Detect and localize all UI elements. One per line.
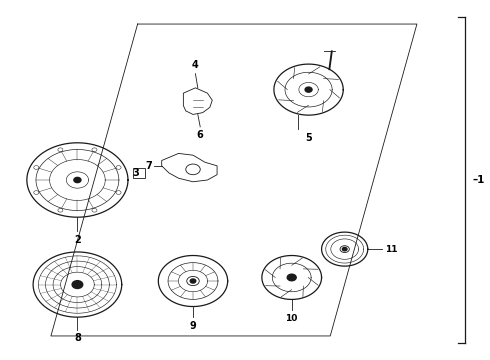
Text: 2: 2 <box>74 235 81 245</box>
Circle shape <box>287 274 296 281</box>
Circle shape <box>305 87 312 92</box>
Text: –1: –1 <box>472 175 485 185</box>
Text: 6: 6 <box>197 130 203 140</box>
Text: 10: 10 <box>286 314 298 323</box>
Circle shape <box>74 177 81 183</box>
Text: 9: 9 <box>190 321 196 331</box>
Text: 11: 11 <box>385 244 397 253</box>
Text: 5: 5 <box>305 133 312 143</box>
Circle shape <box>343 247 347 251</box>
Circle shape <box>187 276 199 285</box>
Circle shape <box>190 279 196 283</box>
Circle shape <box>72 281 83 288</box>
Circle shape <box>340 246 349 252</box>
Text: 4: 4 <box>192 60 199 70</box>
Text: 8: 8 <box>74 333 81 343</box>
Text: 7: 7 <box>146 161 152 171</box>
Text: 3: 3 <box>133 168 140 178</box>
